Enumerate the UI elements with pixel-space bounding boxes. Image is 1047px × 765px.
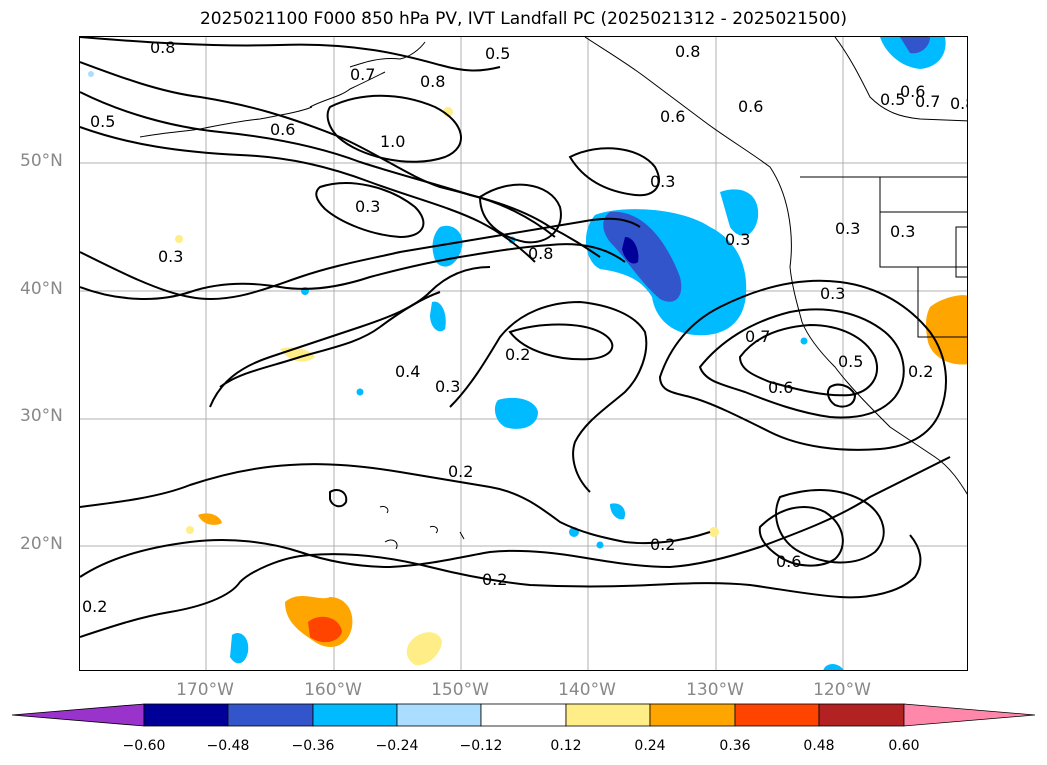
- colorbar-tick: −0.60: [122, 738, 166, 754]
- colorbar-tick: −0.48: [206, 738, 250, 754]
- contour-label: 0.5: [880, 90, 905, 109]
- colorbar-tick: −0.12: [459, 738, 503, 754]
- pv-contours: [80, 37, 951, 638]
- contour-label: 0.2: [908, 362, 933, 381]
- colorbar-cell: [312, 703, 398, 727]
- contour-label: 0.6: [900, 82, 925, 101]
- colorbar: [11, 703, 1036, 727]
- colorbar-cell: [734, 703, 820, 727]
- contour-label: 0.3: [820, 284, 845, 303]
- colorbar-tick: −0.24: [375, 738, 419, 754]
- map-panel: 0.8 0.5 0.8 0.7 0.8 0.5 0.6 1.0 0.6 0.6 …: [79, 36, 968, 671]
- contour-label-group: 0.8 0.5 0.8 0.7 0.8 0.5 0.6 1.0 0.6 0.6 …: [82, 38, 968, 616]
- colorbar-cell: [396, 703, 482, 727]
- contour-label: 0.8: [950, 94, 968, 113]
- contour-label: 0.8: [528, 244, 553, 263]
- contour-label: 0.7: [350, 65, 375, 84]
- latitude-label: 20°N: [20, 534, 63, 554]
- colorbar-tick: −0.36: [291, 738, 335, 754]
- colorbar-tick: 0.24: [634, 738, 666, 754]
- map-title: 2025021100 F000 850 hPa PV, IVT Landfall…: [199, 9, 847, 29]
- contour-label: 0.2: [82, 597, 107, 616]
- contour-label: 0.2: [505, 345, 530, 364]
- longitude-label: 170°W: [176, 680, 234, 700]
- contour-label: 0.7: [745, 327, 770, 346]
- contour-label: 0.3: [725, 230, 750, 249]
- latitude-label: 50°N: [20, 151, 63, 171]
- contour-label: 1.0: [380, 132, 405, 151]
- contour-label: 0.3: [158, 247, 183, 266]
- contour-label: 0.7: [915, 92, 940, 111]
- contour-label: 0.3: [835, 219, 860, 238]
- colorbar-cell: [227, 703, 314, 727]
- colorbar-tick: 0.60: [888, 738, 920, 754]
- contour-label: 0.8: [420, 72, 445, 91]
- latitude-label: 40°N: [20, 279, 63, 299]
- contour-label: 0.2: [482, 570, 507, 589]
- contour-label: 0.2: [650, 535, 675, 554]
- colorbar-tick: 0.36: [719, 738, 751, 754]
- contour-label: 0.6: [738, 97, 763, 116]
- map-canvas: 0.8 0.5 0.8 0.7 0.8 0.5 0.6 1.0 0.6 0.6 …: [80, 37, 968, 670]
- contour-label: 0.6: [776, 552, 801, 571]
- contour-label: 0.8: [150, 38, 175, 57]
- colorbar-tick: 0.48: [803, 738, 835, 754]
- contour-label: 0.3: [890, 222, 915, 241]
- contour-label: 0.5: [485, 44, 510, 63]
- colorbar-cell: [143, 703, 229, 727]
- colorbar-cell: [565, 703, 651, 727]
- contour-label: 0.2: [448, 462, 473, 481]
- longitude-label: 140°W: [558, 680, 616, 700]
- colorbar-extend-high: [903, 703, 1036, 727]
- contour-label: 0.6: [768, 378, 793, 397]
- contour-label: 0.8: [675, 42, 700, 61]
- contour-label: 0.5: [838, 352, 863, 371]
- colorbar-extend-low: [11, 703, 145, 727]
- latitude-label: 30°N: [20, 406, 63, 426]
- longitude-label: 130°W: [686, 680, 744, 700]
- contour-label: 0.5: [90, 112, 115, 131]
- contour-label: 0.4: [395, 362, 420, 381]
- coastlines: [139, 37, 967, 550]
- colorbar-cell: [480, 703, 567, 727]
- longitude-label: 120°W: [813, 680, 871, 700]
- colorbar-cell: [818, 703, 905, 727]
- contour-label: 0.6: [270, 120, 295, 139]
- colorbar-tick: 0.12: [550, 738, 582, 754]
- negative-shading: [88, 37, 946, 670]
- longitude-label: 150°W: [431, 680, 489, 700]
- contour-label: 0.3: [435, 377, 460, 396]
- longitude-label: 160°W: [304, 680, 362, 700]
- contour-label: 0.6: [660, 107, 685, 126]
- contour-label: 0.3: [355, 197, 380, 216]
- positive-shading: [175, 107, 967, 666]
- colorbar-cell: [649, 703, 736, 727]
- contour-label: 0.3: [650, 172, 675, 191]
